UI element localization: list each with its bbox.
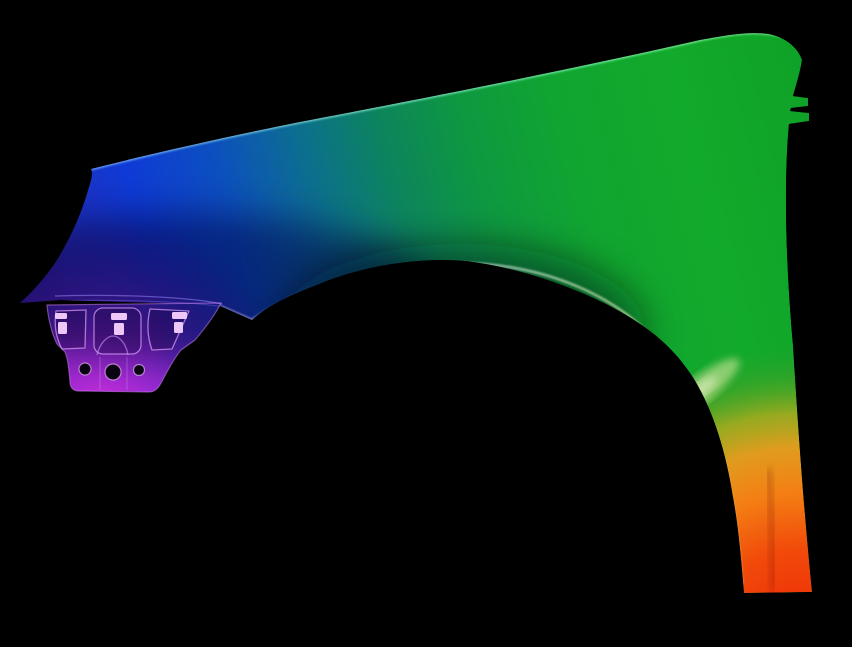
mounting-hole-2 [104, 363, 122, 381]
foot-crease-line [766, 467, 776, 593]
slot-2-vertical [114, 323, 124, 335]
slot-1-horizontal [55, 313, 67, 319]
bracket-slots [55, 312, 187, 335]
bracket-notch-arc [96, 335, 129, 356]
mounting-hole-3 [132, 363, 146, 377]
mounting-hole-1 [78, 362, 92, 376]
slot-3-vertical [174, 322, 183, 333]
slot-3-horizontal [172, 312, 187, 319]
bracket-panel-3 [147, 308, 190, 351]
slot-2-horizontal [111, 313, 127, 320]
slot-1-vertical [58, 322, 67, 334]
mounting-bracket [46, 302, 222, 393]
wedge-ridge-line-1 [54, 294, 223, 305]
